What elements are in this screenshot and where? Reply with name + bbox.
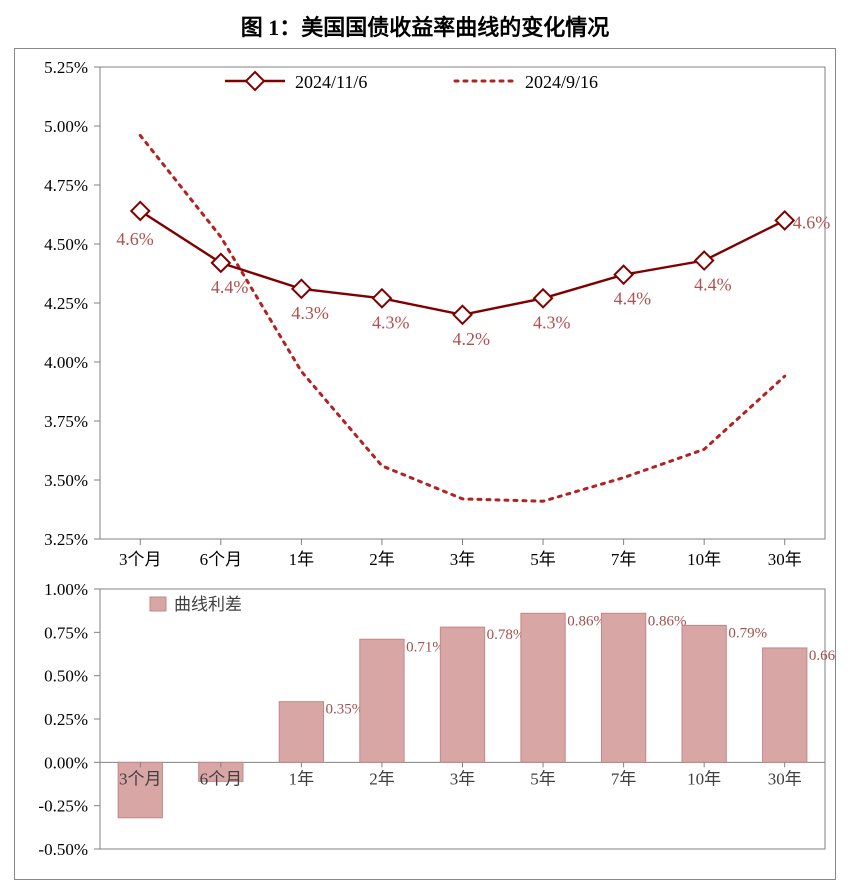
svg-text:0.79%: 0.79%: [728, 625, 767, 641]
svg-text:5.25%: 5.25%: [44, 58, 88, 77]
svg-text:4.4%: 4.4%: [614, 289, 652, 309]
svg-text:0.35%: 0.35%: [326, 702, 365, 718]
svg-text:4.3%: 4.3%: [533, 312, 571, 332]
svg-text:0.78%: 0.78%: [487, 627, 526, 643]
svg-text:4.3%: 4.3%: [372, 312, 410, 332]
svg-text:5年: 5年: [530, 769, 556, 788]
svg-text:4.75%: 4.75%: [44, 176, 88, 195]
svg-text:4.6%: 4.6%: [793, 212, 831, 232]
svg-text:10年: 10年: [687, 550, 721, 569]
svg-text:7年: 7年: [611, 769, 637, 788]
svg-text:-0.50%: -0.50%: [38, 840, 88, 859]
svg-text:3个月: 3个月: [119, 550, 162, 569]
svg-text:0.71%: 0.71%: [406, 639, 445, 655]
svg-text:1年: 1年: [289, 769, 315, 788]
svg-text:0.50%: 0.50%: [44, 667, 88, 686]
svg-text:2年: 2年: [369, 769, 395, 788]
svg-text:4.25%: 4.25%: [44, 294, 88, 313]
svg-text:6个月: 6个月: [200, 550, 243, 569]
svg-text:10年: 10年: [687, 769, 721, 788]
svg-text:0.25%: 0.25%: [44, 710, 88, 729]
svg-text:4.4%: 4.4%: [694, 275, 732, 295]
svg-text:4.2%: 4.2%: [453, 329, 491, 349]
svg-text:1年: 1年: [289, 550, 315, 569]
svg-text:7年: 7年: [611, 550, 637, 569]
svg-text:3.50%: 3.50%: [44, 471, 88, 490]
svg-text:30年: 30年: [768, 550, 802, 569]
line-chart: 3.25% 3.50% 3.75% 4.00% 4.25% 4.50% 4.75% 5.00%…: [15, 49, 835, 579]
svg-text:4.50%: 4.50%: [44, 235, 88, 254]
svg-text:3年: 3年: [450, 769, 476, 788]
svg-text:3个月: 3个月: [119, 769, 162, 788]
svg-text:4.4%: 4.4%: [211, 277, 249, 297]
svg-text:1.00%: 1.00%: [44, 580, 88, 599]
svg-text:0.66%: 0.66%: [809, 648, 835, 664]
bar-chart: -0.50% -0.25% 0.00% 0.25% 0.50% 0.75% 1.00% 3个月…: [15, 579, 835, 879]
svg-text:曲线利差: 曲线利差: [174, 595, 242, 614]
svg-text:2024/9/16: 2024/9/16: [525, 72, 598, 92]
svg-text:0.86%: 0.86%: [567, 613, 606, 629]
svg-text:0.00%: 0.00%: [44, 753, 88, 772]
svg-text:2024/11/6: 2024/11/6: [295, 72, 367, 92]
svg-text:-0.25%: -0.25%: [38, 797, 88, 816]
svg-text:6个月: 6个月: [200, 769, 243, 788]
chart-panel: 3.25% 3.50% 3.75% 4.00% 4.25% 4.50% 4.75% 5.00%…: [14, 48, 836, 880]
svg-text:3.25%: 3.25%: [44, 530, 88, 549]
svg-text:5.00%: 5.00%: [44, 117, 88, 136]
svg-text:0.75%: 0.75%: [44, 623, 88, 642]
svg-text:2年: 2年: [369, 550, 395, 569]
svg-text:4.3%: 4.3%: [291, 303, 329, 323]
svg-text:3.75%: 3.75%: [44, 412, 88, 431]
svg-text:4.00%: 4.00%: [44, 353, 88, 372]
svg-text:5年: 5年: [530, 550, 556, 569]
svg-text:4.6%: 4.6%: [116, 229, 153, 249]
svg-text:0.86%: 0.86%: [648, 613, 687, 629]
svg-text:30年: 30年: [768, 769, 802, 788]
svg-text:3年: 3年: [450, 550, 476, 569]
chart-title: 图 1：美国国债收益率曲线的变化情况: [10, 10, 840, 42]
